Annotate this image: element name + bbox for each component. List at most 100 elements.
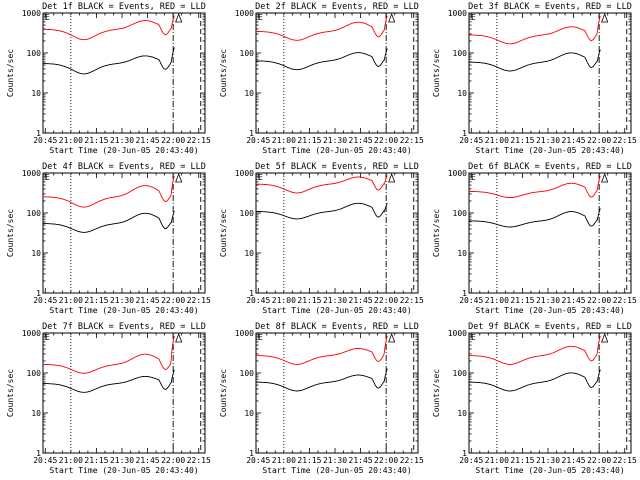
flag-label: E — [45, 13, 50, 22]
x-tick-label: 22:00 — [161, 136, 185, 145]
plot-frame — [255, 172, 419, 294]
chart-title: Det 2f BLACK = Events, RED = LLD — [255, 2, 419, 12]
x-tick-label: 21:00 — [59, 456, 83, 465]
y-tick-label: 1 — [249, 129, 254, 138]
x-axis-label: Start Time (20-Jun-05 20:43:40) — [49, 466, 198, 475]
y-tick-label: 1000 — [22, 9, 41, 18]
chart-title: Det 8f BLACK = Events, RED = LLD — [255, 322, 419, 332]
x-tick-label: 20:45 — [33, 296, 57, 305]
x-tick-label: 21:00 — [272, 296, 296, 305]
x-tick-label: 21:45 — [562, 136, 586, 145]
x-tick-label: 20:45 — [459, 296, 483, 305]
x-tick-label: 22:00 — [374, 456, 398, 465]
series-line-lld — [469, 175, 601, 199]
y-tick-label: 100 — [27, 49, 42, 58]
chart-svg: Det 6f BLACK = Events, RED = LLD 1 10 100 10… — [432, 162, 637, 315]
y-tick-label: 1 — [462, 129, 467, 138]
flag-triangle-icon — [601, 332, 609, 343]
detector-panel-4: Det 4f BLACK = Events, RED = LLD 1 10 100 10… — [0, 160, 213, 320]
series-line-events — [255, 368, 388, 392]
series-line-events — [256, 202, 388, 220]
detector-panel-8: Det 8f BLACK = Events, RED = LLD 1 10 100 10… — [213, 320, 426, 480]
x-tick-label: 21:15 — [510, 456, 534, 465]
x-tick-label: 21:00 — [485, 136, 509, 145]
y-tick-label: 100 — [453, 209, 468, 218]
series-line-events — [256, 48, 388, 71]
chart-svg: Det 7f BLACK = Events, RED = LLD 1 10 100 10… — [6, 322, 211, 475]
x-tick-label: 21:30 — [536, 296, 560, 305]
y-tick-label: 10 — [31, 409, 41, 418]
x-tick-label: 22:15 — [400, 456, 424, 465]
x-tick-label: 21:45 — [562, 456, 586, 465]
y-tick-label: 1000 — [235, 9, 254, 18]
y-tick-label: 1 — [462, 289, 467, 298]
y-axis-label: Counts/sec — [432, 49, 441, 97]
detector-panel-7: Det 7f BLACK = Events, RED = LLD 1 10 100 10… — [0, 320, 213, 480]
chart-title: Det 7f BLACK = Events, RED = LLD — [42, 322, 206, 332]
series-line-events — [468, 208, 601, 228]
flag-triangle-icon — [175, 172, 183, 183]
detector-panel-5: Det 5f BLACK = Events, RED = LLD 1 10 100 10… — [213, 160, 426, 320]
x-tick-label: 21:45 — [136, 456, 160, 465]
x-tick-label: 21:15 — [510, 296, 534, 305]
x-tick-label: 22:15 — [400, 136, 424, 145]
y-axis-label: Counts/sec — [6, 209, 15, 257]
y-tick-label: 100 — [240, 369, 255, 378]
flag-triangle-icon — [175, 332, 183, 343]
series-line-lld — [43, 15, 175, 41]
x-axis-label: Start Time (20-Jun-05 20:43:40) — [49, 306, 198, 315]
flag-label: E — [258, 13, 263, 22]
x-tick-label: 21:30 — [110, 296, 134, 305]
series-line-lld — [43, 335, 175, 374]
x-tick-label: 21:30 — [536, 136, 560, 145]
x-tick-label: 20:45 — [246, 136, 270, 145]
x-tick-label: 21:45 — [349, 456, 373, 465]
x-tick-label: 21:45 — [349, 136, 373, 145]
flag-triangle-icon — [175, 12, 183, 23]
y-tick-label: 1000 — [448, 9, 467, 18]
y-tick-label: 100 — [27, 369, 42, 378]
x-tick-label: 21:15 — [84, 136, 108, 145]
chart-svg: Det 1f BLACK = Events, RED = LLD 1 10 100 10… — [6, 2, 211, 155]
x-tick-label: 22:15 — [187, 136, 211, 145]
x-tick-label: 21:30 — [323, 456, 347, 465]
detector-panel-2: Det 2f BLACK = Events, RED = LLD 1 10 100 10… — [213, 0, 426, 160]
x-tick-label: 21:00 — [59, 296, 83, 305]
x-tick-label: 21:15 — [297, 136, 321, 145]
x-axis-label: Start Time (20-Jun-05 20:43:40) — [262, 466, 411, 475]
y-axis-label: Counts/sec — [219, 209, 228, 257]
series-line-events — [43, 47, 175, 75]
series-line-lld — [43, 175, 175, 208]
y-tick-label: 1000 — [235, 329, 254, 338]
y-tick-label: 1000 — [22, 329, 41, 338]
x-tick-label: 21:15 — [297, 456, 321, 465]
y-axis-label: Counts/sec — [432, 369, 441, 417]
x-axis-label: Start Time (20-Jun-05 20:43:40) — [475, 306, 624, 315]
y-tick-label: 10 — [457, 89, 467, 98]
series-line-lld — [256, 175, 388, 194]
x-tick-label: 20:45 — [459, 136, 483, 145]
x-tick-label: 21:45 — [349, 296, 373, 305]
x-tick-label: 21:30 — [536, 456, 560, 465]
series-line-lld — [469, 335, 601, 365]
x-axis-label: Start Time (20-Jun-05 20:43:40) — [262, 146, 411, 155]
flag-label: E — [45, 173, 50, 182]
x-tick-label: 20:45 — [459, 456, 483, 465]
y-tick-label: 10 — [457, 409, 467, 418]
x-tick-label: 21:00 — [272, 456, 296, 465]
series-line-lld — [256, 15, 388, 41]
chart-title: Det 1f BLACK = Events, RED = LLD — [42, 2, 206, 12]
x-tick-label: 22:15 — [613, 136, 637, 145]
y-tick-label: 100 — [453, 49, 468, 58]
flag-triangle-icon — [388, 12, 396, 23]
x-axis-label: Start Time (20-Jun-05 20:43:40) — [262, 306, 411, 315]
chart-svg: Det 9f BLACK = Events, RED = LLD 1 10 100 10… — [432, 322, 637, 475]
y-tick-label: 1000 — [22, 169, 41, 178]
chart-title: Det 4f BLACK = Events, RED = LLD — [42, 162, 206, 172]
flag-label: E — [45, 333, 50, 342]
x-tick-label: 20:45 — [246, 296, 270, 305]
plot-frame — [42, 12, 206, 134]
detector-panel-9: Det 9f BLACK = Events, RED = LLD 1 10 100 10… — [426, 320, 639, 480]
x-tick-label: 22:00 — [161, 296, 185, 305]
